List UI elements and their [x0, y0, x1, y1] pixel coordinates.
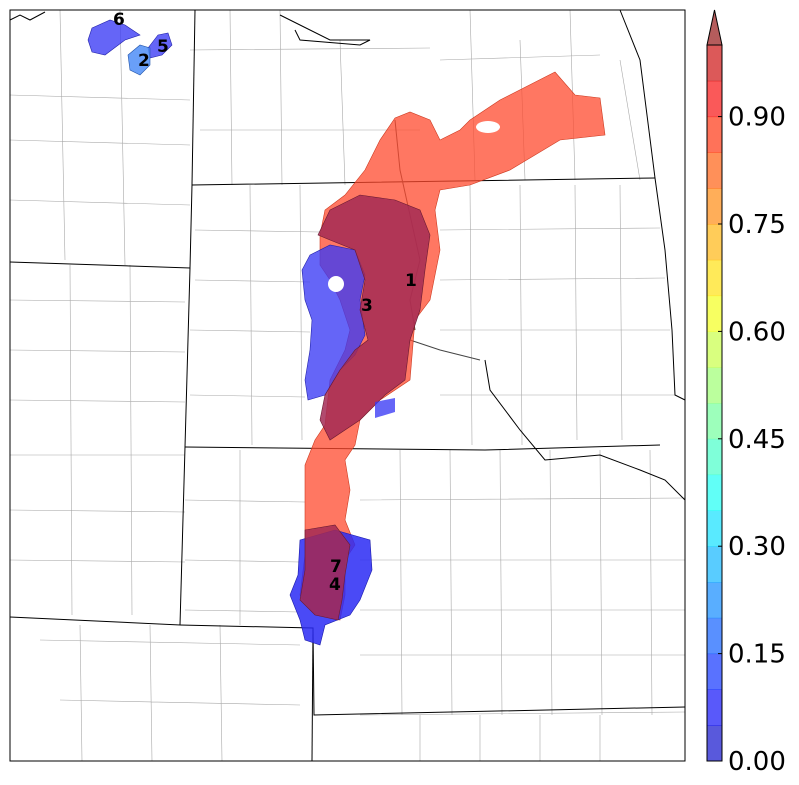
colorbar-extend-arrow: [706, 9, 723, 46]
colorbar-tick-label: 0.60: [728, 317, 786, 347]
colorbar-ticks: 0.00 0.15 0.30 0.45 0.60 0.75 0.90: [718, 103, 786, 777]
county-lines: [9, 9, 686, 762]
low-probability-region-2: [127, 44, 151, 76]
region-label-5: 5: [157, 37, 169, 57]
colorbar-segment: [707, 295, 722, 332]
colorbar-segment: [707, 403, 722, 440]
colorbar-segment: [707, 45, 722, 82]
map-frame: [9, 9, 686, 762]
colorbar-segment: [707, 546, 722, 583]
colorbar-segment: [707, 331, 722, 368]
colorbar-tick-label: 0.30: [728, 532, 786, 562]
region-label-4: 4: [329, 575, 341, 595]
colorbar-segment: [707, 725, 722, 762]
colorbar-segment: [707, 582, 722, 619]
colorbar-tick-label: 0.75: [728, 210, 786, 240]
colorbar-segment: [707, 653, 722, 690]
low-probability-gap: [328, 276, 344, 292]
colorbar-segment: [707, 689, 722, 726]
colorbar-segment: [707, 152, 722, 189]
colorbar-tick-label: 0.00: [728, 747, 786, 777]
state-borders: [9, 9, 686, 762]
blue-sliver-east: [375, 398, 395, 418]
probability-regions: [87, 19, 606, 646]
colorbar-segment: [707, 259, 722, 297]
colorbar-segment: [707, 80, 722, 118]
region-label-1: 1: [405, 271, 417, 291]
low-probability-region-6: [87, 19, 141, 56]
region-label-2: 2: [138, 51, 150, 71]
colorbar-tick-label: 0.90: [728, 103, 786, 133]
region-label-7: 7: [330, 557, 342, 577]
colorbar-segments: [707, 45, 722, 762]
colorbar-segment: [707, 367, 722, 404]
colorbar-segment: [707, 188, 722, 225]
colorbar-segment: [707, 224, 722, 261]
colorbar-segment: [707, 438, 722, 476]
region-labels: 1 2 3 4 5 6 7: [113, 10, 417, 595]
colorbar-tick-label: 0.45: [728, 425, 786, 455]
colorbar-segment: [707, 474, 722, 511]
colorbar-segment: [707, 510, 722, 547]
colorbar-segment: [707, 617, 722, 655]
overlap-region-central: [317, 194, 431, 441]
colorbar-segment: [707, 116, 722, 153]
colorbar-tick-label: 0.15: [728, 640, 786, 670]
region-label-6: 6: [113, 10, 125, 30]
high-probability-gap: [476, 121, 500, 133]
colorbar-outline: [706, 44, 723, 762]
overlap-region-south: [299, 524, 351, 621]
region-label-3: 3: [361, 296, 373, 316]
